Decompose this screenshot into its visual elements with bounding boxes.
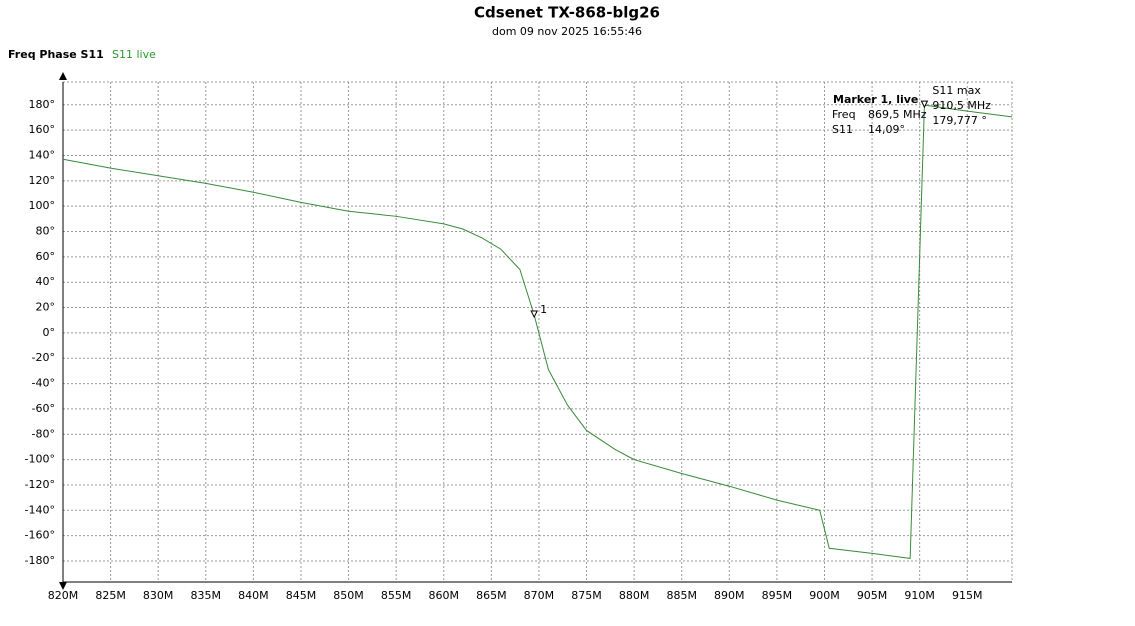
marker [920,100,929,109]
y-tick-label: 140° [29,148,56,161]
y-tick-label: 100° [29,199,56,212]
marker-label: S11 max [932,84,981,97]
x-tick-label: 825M [95,589,126,602]
y-tick-label: -40° [32,377,55,390]
x-tick-label: 820M [48,589,79,602]
x-tick-label: 875M [571,589,602,602]
y-tick-label: 160° [29,123,56,136]
x-tick-label: 870M [524,589,555,602]
marker-text: 14,09° [868,123,905,136]
axis-arrow [59,582,67,590]
y-tick-label: 180° [29,98,56,111]
x-tick-label: 915M [952,589,983,602]
y-tick-label: -20° [32,351,55,364]
y-tick-label: -160° [25,529,55,542]
y-tick-label: -60° [32,402,55,415]
y-tick-label: 20° [36,301,56,314]
x-tick-label: 890M [714,589,745,602]
marker-box-title: Marker 1, live [833,93,918,106]
y-tick-label: -120° [25,478,55,491]
y-tick-label: 60° [36,250,56,263]
legend-label: S11 live [112,48,156,61]
chart-title: Cdsenet TX-868-blg26 [474,4,660,22]
marker-text: 179,777 ° [932,114,986,127]
x-tick-label: 830M [143,589,174,602]
y-tick-label: 80° [36,225,56,238]
marker [530,310,538,319]
x-tick-label: 865M [476,589,507,602]
marker-text: S11 [832,123,853,136]
x-tick-label: 885M [666,589,697,602]
x-tick-label: 855M [381,589,412,602]
x-tick-label: 880M [619,589,650,602]
panel-label: Freq Phase S11 [8,48,104,61]
x-tick-label: 840M [238,589,269,602]
x-tick-label: 860M [428,589,459,602]
x-tick-label: 910M [904,589,935,602]
marker-text: Freq [832,108,856,121]
marker-text: 869,5 MHz [868,108,927,121]
x-tick-label: 845M [286,589,317,602]
x-tick-label: 895M [762,589,793,602]
x-tick-label: 835M [191,589,222,602]
marker-text: 910,5 MHz [932,99,991,112]
y-tick-label: 40° [36,275,56,288]
marker-label: 1 [540,303,547,316]
chart-subtitle: dom 09 nov 2025 16:55:46 [492,25,642,38]
y-tick-label: 120° [29,174,56,187]
y-tick-label: -180° [25,554,55,567]
line-series [62,104,1013,560]
x-tick-label: 900M [809,589,840,602]
y-tick-label: -100° [25,453,55,466]
x-tick-label: 850M [333,589,364,602]
x-tick-label: 905M [857,589,888,602]
y-tick-label: 0° [43,326,56,339]
y-tick-label: -140° [25,503,55,516]
y-tick-label: -80° [32,427,55,440]
axis-arrow [59,72,67,80]
